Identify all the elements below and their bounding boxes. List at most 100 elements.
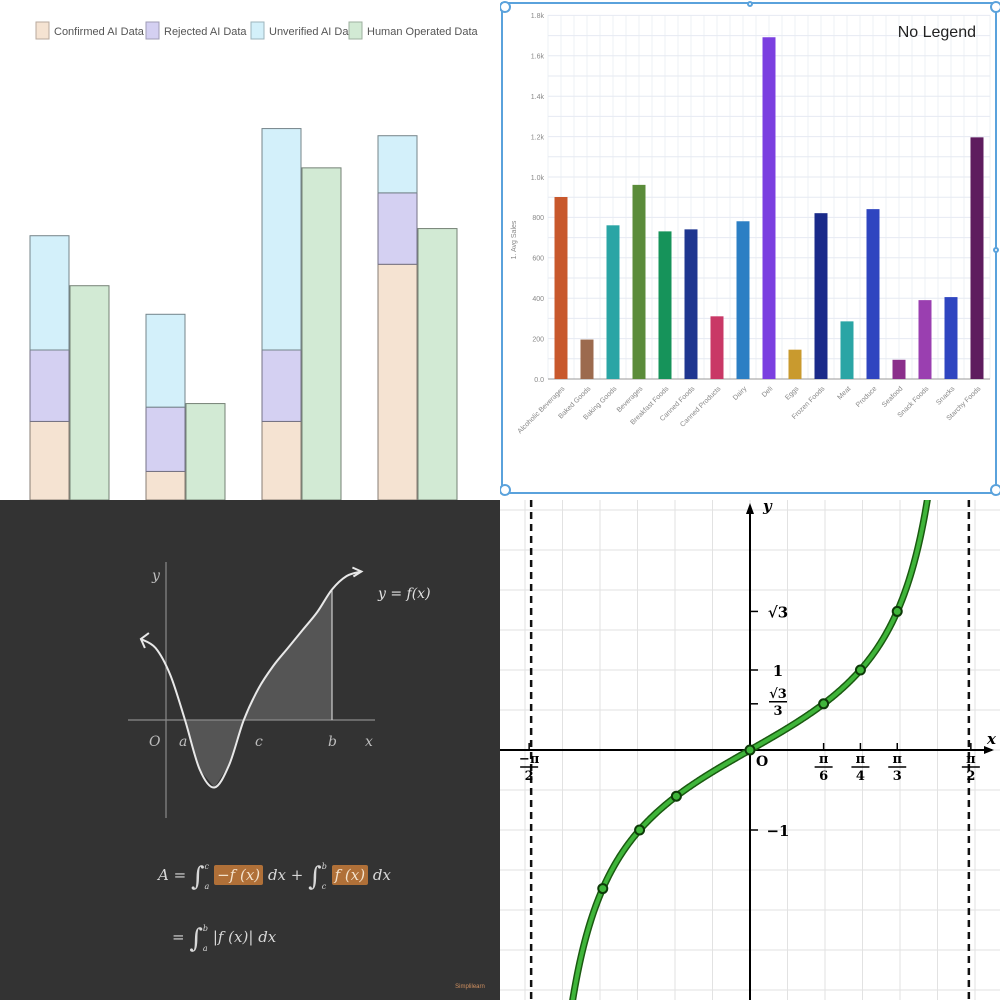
bar [892, 359, 906, 379]
legend-label: Rejected AI Data [164, 26, 247, 38]
x-tick-label: π [819, 752, 829, 767]
integral-diagram-svg: y = f(x) y x O a c b Simplilearn [128, 562, 485, 990]
resize-handle [500, 1, 511, 13]
legend-label: Human Operated Data [367, 26, 479, 38]
x-axis-label: x [986, 730, 997, 748]
y-axis-label: y [151, 568, 161, 584]
formula-plus: + [290, 866, 304, 884]
x-tick-label: 4 [856, 769, 865, 784]
x-tick-label: π [966, 752, 976, 767]
bar [814, 213, 828, 379]
bar [554, 197, 568, 379]
x-axis-label: x [365, 734, 373, 750]
y-tick-label: 1.0k [531, 175, 545, 182]
x-tick-label: π [892, 752, 902, 767]
lower-limit: a [202, 944, 208, 953]
bar [944, 297, 958, 379]
bar-segment [377, 135, 418, 194]
point-label-c: c [255, 734, 263, 750]
bar-segment [261, 349, 302, 422]
negative-f-term: −f (x) [214, 865, 264, 885]
bar-segment [145, 470, 186, 500]
bar [658, 231, 672, 379]
x-axis-arrow [984, 746, 994, 754]
marked-point [670, 790, 682, 802]
y-tick-label: 600 [532, 256, 544, 263]
y-tick-label: −1 [766, 822, 789, 840]
dx-term: dx [372, 866, 391, 884]
integral-diagram: y = f(x) y x O a c b Simplilearn A = ∫c a… [0, 500, 500, 1000]
y-tick-label: 1.4k [531, 94, 545, 101]
dx-term: dx [258, 928, 277, 946]
x-tick-label: Seafood [881, 385, 904, 408]
abs-f-term: |f (x)| [212, 928, 254, 946]
y-tick-label: √3 [769, 687, 787, 702]
bar-segment [377, 192, 418, 265]
y-tick-label: 1.6k [531, 53, 545, 60]
bar-segment [261, 420, 302, 500]
plot [128, 562, 375, 818]
area-formula-line-2: = ∫b a |f (x)| dx [172, 924, 276, 954]
stacked-bar-chart: Confirmed AI Data Rejected AI Data Unverif… [0, 0, 500, 500]
y-tick-label: 0.0 [534, 377, 544, 384]
f-term: f (x) [331, 865, 369, 885]
bar-segment [29, 235, 70, 351]
bar [762, 37, 776, 379]
bar [788, 349, 802, 379]
curve-label: y = f(x) [377, 586, 431, 602]
formula-equals: = [173, 866, 187, 884]
bar-segment [417, 228, 458, 500]
marked-point [597, 883, 609, 895]
bar-segment [145, 406, 186, 472]
x-tick-label: Eggs [784, 385, 801, 402]
integral-sign: ∫ [189, 924, 203, 954]
x-tick-label: Meat [836, 385, 852, 401]
x-tick-label: Snacks [935, 385, 957, 407]
bar-segment [145, 313, 186, 408]
marked-point [818, 698, 830, 710]
integral-sign: ∫ [190, 862, 205, 892]
shaded-area [185, 720, 244, 788]
curve-arrowhead [351, 566, 364, 578]
x-tick-label: 2 [966, 769, 975, 784]
bar [736, 221, 750, 379]
y-tick-label: 400 [532, 296, 544, 303]
y-ticks: 0.0 200 400 600 800 1.0k 1.2k 1.4k 1.6k 1.8k [531, 13, 545, 384]
y-tick-label: 1.8k [531, 13, 545, 20]
bar-segment [261, 128, 302, 351]
y-tick-label: 200 [532, 337, 544, 344]
y-tick-label: 1 [773, 662, 783, 680]
legend-swatch [250, 21, 265, 40]
curve-f [140, 570, 362, 789]
marked-points [597, 605, 903, 895]
y-tick-label: √3 [768, 603, 788, 621]
curve-arrowhead [139, 632, 150, 649]
bar [684, 229, 698, 379]
resize-handles [500, 1, 1000, 496]
bar-segment [29, 349, 70, 422]
x-tick-label: Deli [761, 385, 775, 399]
integral-sign: ∫ [308, 862, 322, 892]
y-axis-label: y [762, 500, 773, 515]
y-tick-label: 800 [532, 215, 544, 222]
lower-limit: a [204, 882, 210, 891]
lower-limit: c [321, 882, 327, 891]
chart-title: No Legend [898, 24, 976, 41]
point-label-a: a [179, 734, 187, 750]
upper-limit: b [202, 924, 209, 933]
resize-handle [500, 484, 511, 496]
dx-term: dx [267, 866, 286, 884]
bar-segment [301, 167, 342, 500]
origin-label: O [756, 754, 768, 770]
y-axis-label: 1. Avg Sales [511, 220, 518, 259]
origin-label: O [149, 734, 161, 750]
resize-handle [990, 1, 1000, 13]
bar [710, 316, 724, 379]
x-tick-label: Dairy [732, 385, 749, 402]
bar [918, 300, 932, 379]
x-tick-label: Alcoholic Beverages [517, 385, 567, 435]
bar [970, 137, 984, 379]
tangent-graph-svg: −π 2 π 6 π 4 π 3 π 2 √3 1 √3 3 −1 y x O [500, 500, 1000, 1000]
x-tick-label: −π [519, 752, 540, 767]
y-tick-label: 1.2k [531, 134, 545, 141]
